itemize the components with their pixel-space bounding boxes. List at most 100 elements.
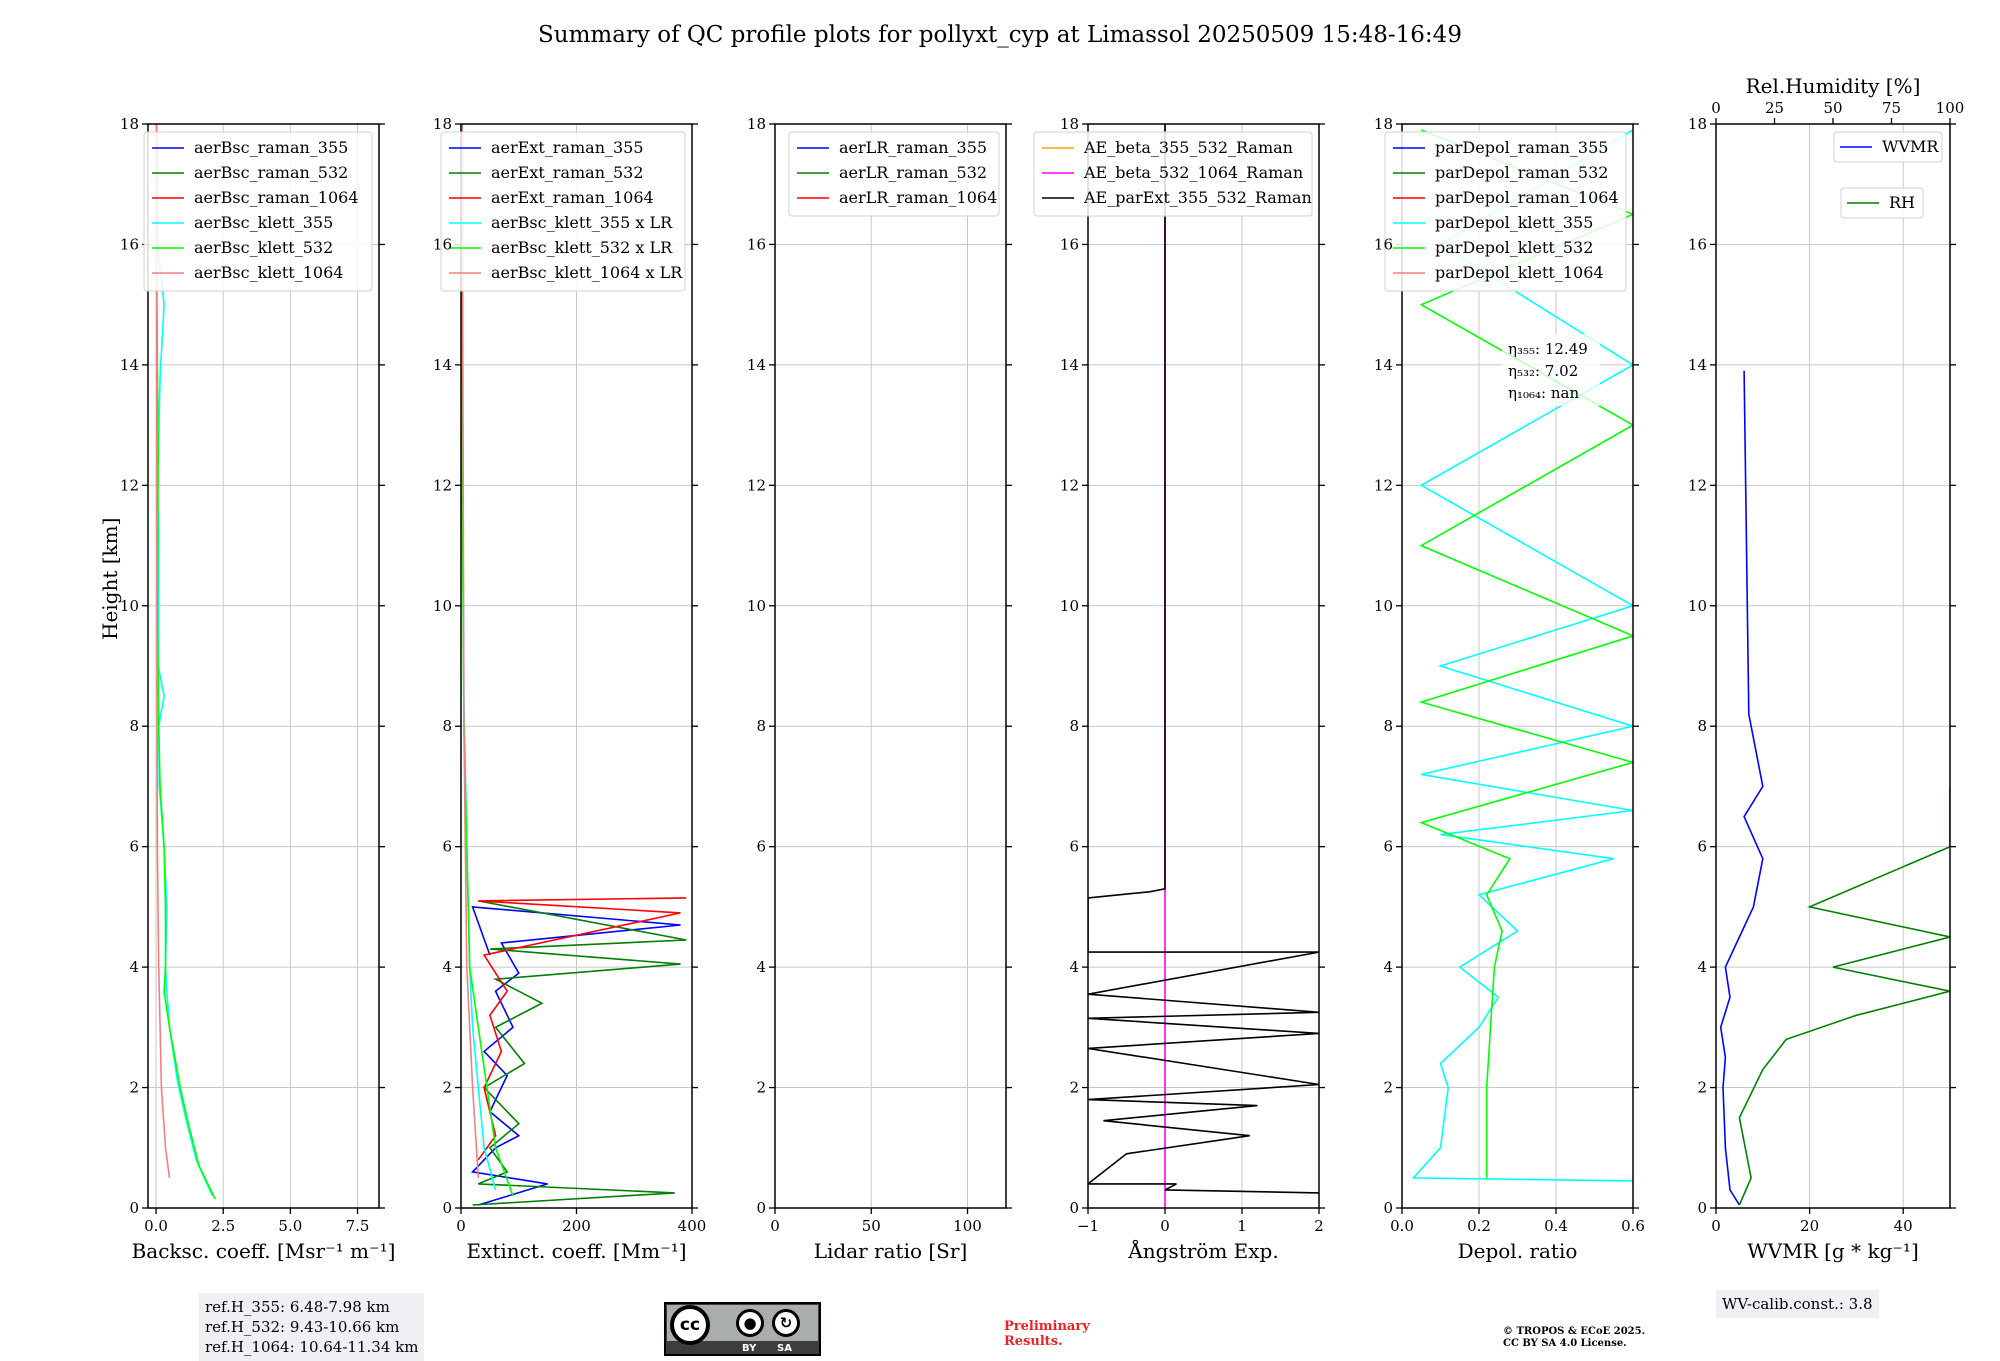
top-x-tick-label: 50 bbox=[1823, 99, 1842, 117]
series-line-aerbsc-klett-1064-x-lr bbox=[461, 124, 480, 1178]
y-tick-label: 12 bbox=[433, 476, 452, 494]
legend-label: aerBsc_raman_532 bbox=[194, 163, 348, 182]
panel-5 bbox=[1384, 123, 1639, 1214]
y-tick-label: 10 bbox=[747, 597, 766, 615]
legend-box bbox=[1033, 131, 1313, 217]
series-line-aerext-raman-1064 bbox=[477, 897, 687, 1161]
series-line-aerbsc-klett-532 bbox=[155, 124, 216, 1200]
y-tick-label: 16 bbox=[747, 235, 766, 253]
y-tick-label: 2 bbox=[1069, 1079, 1079, 1097]
y-tick-label: 0 bbox=[129, 1199, 139, 1217]
y-tick-label: 2 bbox=[1383, 1079, 1393, 1097]
plot-frame bbox=[1401, 123, 1634, 1209]
top-x-tick-label: 25 bbox=[1765, 99, 1784, 117]
y-tick-label: 10 bbox=[120, 597, 139, 615]
y-tick-label: 2 bbox=[442, 1079, 452, 1097]
series-line-pardepol-klett-355 bbox=[1411, 129, 1633, 1182]
x-tick-label: 40 bbox=[1894, 1217, 1913, 1235]
x-tick-label: 0.0 bbox=[1390, 1217, 1414, 1235]
wv-calibration-box: WV-calib.const.: 3.8 bbox=[1716, 1290, 1879, 1318]
series-line-rh bbox=[1738, 786, 1950, 1206]
y-tick-label: 12 bbox=[120, 476, 139, 494]
top-x-tick-label: 75 bbox=[1882, 99, 1901, 117]
copyright-note: © TROPOS & ECoE 2025. CC BY SA 4.0 Licen… bbox=[1503, 1326, 1645, 1350]
x-tick-label: 200 bbox=[562, 1217, 591, 1235]
preliminary-line-2: Results. bbox=[1004, 1334, 1063, 1349]
cc-sa-label: SA bbox=[777, 1343, 792, 1354]
y-tick-label: 4 bbox=[756, 958, 766, 976]
cc-by-label: BY bbox=[742, 1343, 757, 1354]
legend-label: aerBsc_klett_532 bbox=[194, 238, 333, 257]
figure-title: Summary of QC profile plots for pollyxt_… bbox=[538, 22, 1462, 48]
legend-label: parDepol_raman_1064 bbox=[1435, 188, 1619, 207]
y-tick-label: 8 bbox=[1069, 717, 1079, 735]
y-tick-label: 4 bbox=[442, 958, 452, 976]
legend-label: aerLR_raman_532 bbox=[839, 163, 987, 182]
legend-box bbox=[143, 131, 373, 292]
y-tick-label: 12 bbox=[1060, 476, 1079, 494]
legend-label: RH bbox=[1889, 193, 1915, 212]
y-tick-label: 6 bbox=[129, 838, 139, 856]
legend-label: parDepol_raman_532 bbox=[1435, 163, 1608, 182]
legend-label: parDepol_klett_532 bbox=[1435, 238, 1593, 257]
y-tick-label: 2 bbox=[129, 1079, 139, 1097]
ref-height-355: ref.H_355: 6.48-7.98 km bbox=[205, 1298, 390, 1316]
y-tick-label: 18 bbox=[1688, 115, 1707, 133]
y-tick-label: 2 bbox=[756, 1079, 766, 1097]
legend-box bbox=[1840, 187, 1924, 219]
y-tick-label: 0 bbox=[442, 1199, 452, 1217]
legend-label: WVMR bbox=[1882, 137, 1939, 156]
x-tick-label: 2.5 bbox=[211, 1217, 235, 1235]
x-tick-label: 0.6 bbox=[1621, 1217, 1645, 1235]
y-tick-label: 0 bbox=[1697, 1199, 1707, 1217]
legend-label: aerBsc_klett_355 bbox=[194, 213, 333, 232]
x-axis-label: Extinct. coeff. [Mm⁻¹] bbox=[466, 1239, 686, 1263]
y-tick-label: 8 bbox=[756, 717, 766, 735]
legend-label: parDepol_raman_355 bbox=[1435, 138, 1608, 157]
series-line-aerext-raman-355 bbox=[470, 905, 681, 1206]
y-tick-label: 14 bbox=[1374, 356, 1393, 374]
y-tick-label: 12 bbox=[747, 476, 766, 494]
y-tick-label: 18 bbox=[120, 115, 139, 133]
y-tick-label: 0 bbox=[756, 1199, 766, 1217]
legend-label: aerBsc_raman_355 bbox=[194, 138, 348, 157]
y-tick-label: 16 bbox=[120, 235, 139, 253]
share-alike-icon: ↻ bbox=[772, 1309, 800, 1337]
eta-annotation-text: η₁₀₆₄: nan bbox=[1508, 384, 1579, 402]
y-tick-label: 6 bbox=[756, 838, 766, 856]
copyright-line-2: CC BY SA 4.0 License. bbox=[1503, 1338, 1627, 1349]
y-tick-label: 8 bbox=[129, 717, 139, 735]
x-axis-label: Ångström Exp. bbox=[1127, 1238, 1278, 1263]
eta-annotation-text: η₅₃₂: 7.02 bbox=[1508, 362, 1578, 380]
legend-label: aerLR_raman_1064 bbox=[839, 188, 997, 207]
preliminary-line-1: Preliminary bbox=[1004, 1319, 1090, 1334]
y-tick-label: 14 bbox=[1688, 356, 1707, 374]
legend-label: aerBsc_raman_1064 bbox=[194, 188, 359, 207]
x-tick-label: 50 bbox=[862, 1217, 881, 1235]
y-tick-label: 4 bbox=[1069, 958, 1079, 976]
y-tick-label: 2 bbox=[1697, 1079, 1707, 1097]
y-tick-label: 16 bbox=[1060, 235, 1079, 253]
panel-1 bbox=[142, 123, 385, 1214]
y-tick-label: 18 bbox=[747, 115, 766, 133]
cc-license-badge: cc ● ↻ BY SA bbox=[664, 1302, 821, 1356]
x-tick-label: 0 bbox=[1711, 1217, 1721, 1235]
x-axis-label: Backsc. coeff. [Msr⁻¹ m⁻¹] bbox=[132, 1239, 396, 1263]
x-tick-label: 0 bbox=[456, 1217, 466, 1235]
legend-label: aerBsc_klett_532 x LR bbox=[491, 238, 673, 257]
legend-label: aerBsc_klett_355 x LR bbox=[491, 213, 673, 232]
x-tick-label: 100 bbox=[953, 1217, 982, 1235]
series-line-aerbsc-klett-1064 bbox=[155, 124, 171, 1179]
legend-label: parDepol_klett_1064 bbox=[1435, 263, 1604, 282]
y-tick-label: 16 bbox=[1374, 235, 1393, 253]
y-tick-label: 0 bbox=[1069, 1199, 1079, 1217]
y-tick-label: 12 bbox=[1374, 476, 1393, 494]
legend-label: aerExt_raman_355 bbox=[491, 138, 644, 157]
y-tick-label: 16 bbox=[1688, 235, 1707, 253]
wv-calib-const: WV-calib.const.: 3.8 bbox=[1722, 1295, 1873, 1313]
y-tick-label: 16 bbox=[433, 235, 452, 253]
legend-label: aerLR_raman_355 bbox=[839, 138, 987, 157]
y-tick-label: 6 bbox=[1383, 838, 1393, 856]
legend-label: AE_beta_532_1064_Raman bbox=[1083, 163, 1303, 182]
